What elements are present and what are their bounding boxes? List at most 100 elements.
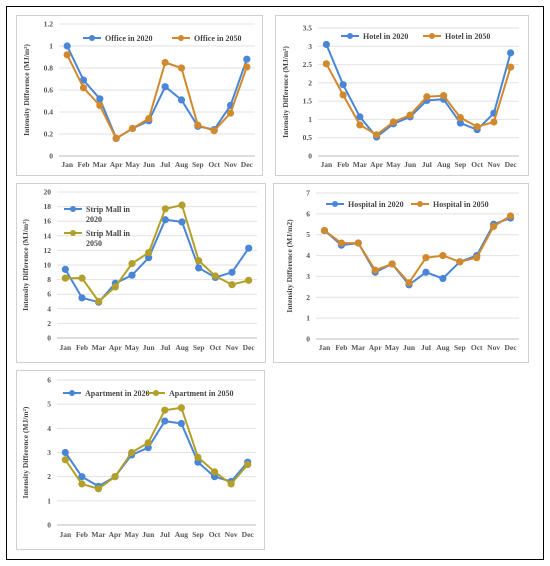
x-tick-label: Feb: [77, 160, 89, 169]
data-point: [161, 58, 169, 67]
chart-panel-stripmall: 0 2 4 6 8 10 12 14 16 18 20 Jan Feb Mar Apr May Jun Jul Au…: [16, 183, 266, 363]
x-tick-label: Sep: [193, 343, 205, 352]
data-point: [194, 121, 202, 129]
data-point: [373, 131, 381, 139]
data-point: [78, 480, 86, 488]
data-point: [195, 264, 203, 272]
data-point: [245, 276, 253, 284]
legend-swatch-marker: [332, 201, 338, 207]
y-tick-label: 1: [49, 42, 53, 51]
y-tick-label: 1: [308, 115, 312, 124]
x-tick-label: Mar: [93, 160, 108, 169]
chart-panel-hospital: 0 1 2 3 4 5 6 7 Jan Feb Mar Apr May Jun Jul Aug Sep Oct No…: [273, 183, 529, 363]
y-tick-label: 6: [306, 209, 310, 218]
data-point: [128, 259, 136, 268]
figure-frame: [6, 6, 544, 560]
series-line-2050: [66, 54, 248, 140]
legend-label-line2: 2050: [86, 239, 102, 248]
data-point: [245, 244, 253, 252]
data-point: [78, 473, 86, 481]
y-tick-label: 1.5: [303, 97, 313, 106]
legend-swatch-marker: [417, 201, 423, 207]
data-point: [128, 124, 137, 133]
x-tick-label: Jun: [142, 530, 155, 539]
legend-label-line2: 2020: [86, 215, 102, 224]
data-point: [422, 268, 430, 276]
legend-label: Hospital in 2020: [348, 200, 404, 209]
data-point: [406, 111, 414, 119]
x-tick-label: Jun: [403, 343, 416, 352]
y-tick-label: 4: [47, 304, 51, 313]
data-point: [111, 283, 119, 291]
x-tick-label: Jun: [143, 343, 156, 352]
x-tick-label: Oct: [471, 343, 483, 352]
y-tick-label: 2: [306, 293, 310, 302]
y-tick-label: 3: [47, 448, 51, 457]
y-tick-label: 7: [306, 189, 310, 198]
data-point: [161, 216, 169, 224]
chart-panel-apartment: 0 1 2 3 4 5 6 Jan Feb Mar Apr May Jun Jul Aug Sep Oct Nov…: [16, 370, 265, 550]
chart-hospital: 0 1 2 3 4 5 6 7 Jan Feb Mar Apr May Jun Jul Aug Sep Oct No…: [285, 189, 519, 352]
y-tick-label: 0: [308, 152, 312, 161]
data-point: [144, 439, 152, 447]
y-tick-label: 2.5: [303, 60, 313, 69]
y-tick-label: 0.6: [44, 86, 54, 95]
x-tick-label: Dec: [243, 343, 256, 352]
data-point: [63, 42, 71, 50]
x-tick-label: Aug: [436, 343, 450, 352]
legend-swatch-marker: [70, 230, 76, 236]
x-tick-label: Feb: [335, 343, 347, 352]
data-point: [161, 205, 169, 213]
data-point: [389, 118, 397, 126]
data-point: [354, 239, 362, 247]
x-tick-label: Sep: [455, 160, 467, 169]
x-tick-label: Apr: [109, 530, 123, 539]
series-line-2050: [323, 215, 512, 284]
y-tick-label: 2: [308, 78, 312, 87]
legend-swatch-marker: [429, 33, 435, 39]
data-point: [211, 272, 219, 280]
data-point: [161, 417, 169, 425]
x-tick-label: Aug: [175, 343, 189, 352]
data-point: [177, 64, 186, 72]
x-tick-label: Nov: [224, 160, 237, 169]
y-tick-label: 5: [47, 400, 51, 409]
data-point: [227, 480, 235, 488]
x-tick-label: Feb: [76, 343, 88, 352]
x-tick-label: Dec: [242, 530, 255, 539]
data-point: [356, 113, 364, 121]
legend-label-line1: Strip Mall in: [86, 229, 131, 238]
data-point: [178, 201, 186, 209]
legend-swatch-marker: [89, 35, 95, 41]
y-axis-title: Intensity Difference (MJ/m²): [281, 46, 290, 138]
y-tick-label: 3: [306, 272, 310, 281]
data-point: [456, 258, 464, 266]
data-point: [228, 268, 236, 276]
data-point: [422, 254, 430, 262]
y-axis-title: Intensity Difference (MJ/m²): [21, 219, 30, 311]
x-tick-label: Mar: [353, 160, 368, 169]
y-tick-label: 3.5: [303, 24, 313, 33]
x-tick-label: Nov: [487, 343, 500, 352]
y-tick-label: 4: [306, 251, 310, 260]
data-point: [244, 460, 252, 469]
x-tick-label: May: [125, 343, 140, 352]
x-tick-label: Aug: [175, 530, 189, 539]
x-tick-label: Oct: [208, 160, 220, 169]
y-tick-label: 0.4: [44, 108, 54, 117]
y-tick-label: 16: [44, 217, 52, 226]
x-tick-label: Aug: [175, 160, 189, 169]
x-tick-label: Feb: [76, 530, 88, 539]
data-point: [226, 109, 235, 117]
chart-office: 0 0.2 0.4 0.6 0.8 1 1.2 Jan Feb Mar Apr May Jun Jul Au…: [22, 20, 255, 169]
data-point: [195, 257, 203, 265]
y-tick-label: 10: [44, 261, 52, 270]
data-point: [145, 115, 153, 123]
data-point: [339, 91, 347, 99]
y-tick-label: 0.8: [44, 64, 54, 73]
x-tick-label: Feb: [337, 160, 349, 169]
y-tick-label: 14: [44, 231, 52, 240]
legend-label: Office in 2020: [105, 34, 153, 43]
x-tick-label: Aug: [437, 160, 451, 169]
x-tick-label: Sep: [454, 343, 466, 352]
